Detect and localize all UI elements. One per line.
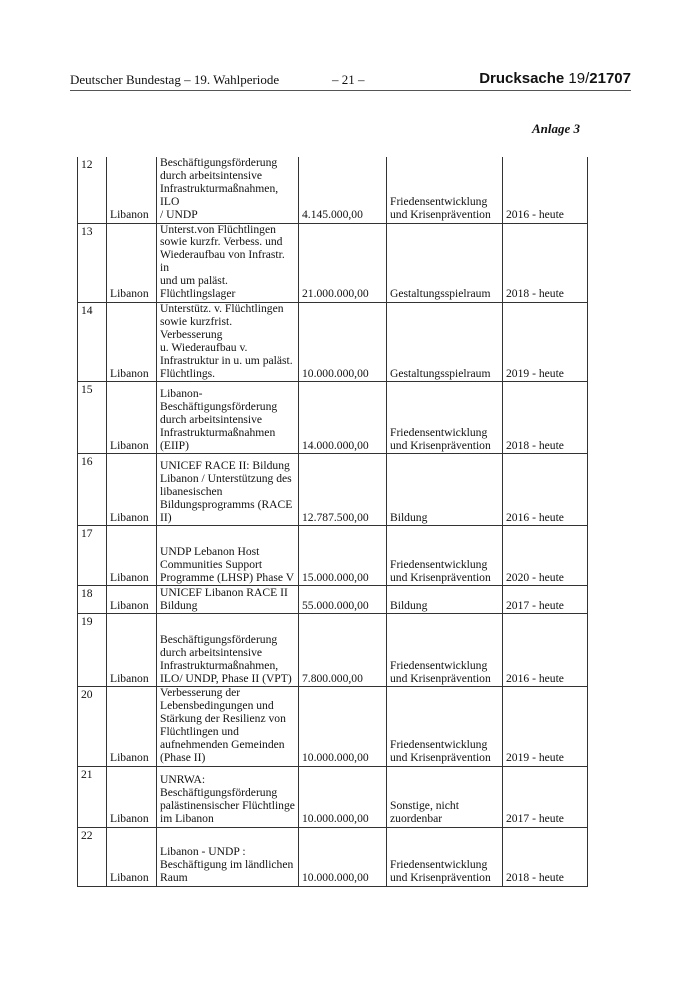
amount-cell: 10.000.000,00: [298, 826, 387, 887]
table-row: 19 Libanon Beschäftigungsförderung durch a…: [77, 613, 588, 688]
amount-cell: 10.000.000,00: [298, 301, 387, 383]
table-row: 13 Libanon Unterst.von Flüchtlingen sowie …: [77, 222, 588, 303]
country-cell: Libanon: [106, 765, 157, 828]
project-title-cell: Libanon - UNDP : Beschäftigung im ländli…: [156, 826, 299, 887]
row-number: 15: [77, 381, 107, 455]
period-cell: 2018 - heute: [502, 381, 588, 455]
amount-cell: 21.000.000,00: [298, 222, 387, 303]
project-title-cell: Beschäftigungsförderung durch arbeitsint…: [156, 157, 299, 224]
row-number: 16: [77, 453, 107, 527]
table-row: 15 Libanon Libanon- Beschäftigungsförderun…: [77, 381, 588, 455]
country-cell: Libanon: [106, 381, 157, 455]
table-row: 14 Libanon Unterstütz. v. Flüchtlingen sow…: [77, 301, 588, 383]
row-number: 13: [77, 222, 107, 303]
period-cell: 2019 - heute: [502, 686, 588, 767]
page-header: Deutscher Bundestag – 19. Wahlperiode – …: [70, 70, 631, 91]
row-number: 19: [77, 613, 107, 688]
country-cell: Libanon: [106, 301, 157, 383]
category-cell: Gestaltungsspielraum: [386, 301, 503, 383]
category-cell: Friedensentwicklung und Krisenprävention: [386, 525, 503, 587]
country-cell: Libanon: [106, 222, 157, 303]
period-cell: 2016 - heute: [502, 453, 588, 527]
row-number: 22: [77, 826, 107, 887]
table-row: 22 Libanon Libanon - UNDP : Beschäftigung …: [77, 826, 588, 887]
page-number: – 21 –: [332, 72, 365, 87]
project-title-cell: UNDP Lebanon Host Communities Support Pr…: [156, 525, 299, 587]
row-number: 14: [77, 301, 107, 383]
country-cell: Libanon: [106, 585, 157, 615]
amount-cell: 10.000.000,00: [298, 686, 387, 767]
project-title-cell: UNICEF Libanon RACE II Bildung: [156, 585, 299, 615]
table-row: 16 Libanon UNICEF RACE II: Bildung Libanon…: [77, 453, 588, 527]
table-row: 12 Libanon Beschäftigungsförderung durch a…: [77, 157, 588, 224]
period-cell: 2018 - heute: [502, 826, 588, 887]
project-title-cell: UNICEF RACE II: Bildung Libanon / Unters…: [156, 453, 299, 527]
period-cell: 2016 - heute: [502, 157, 588, 224]
category-cell: Gestaltungsspielraum: [386, 222, 503, 303]
row-number: 21: [77, 765, 107, 828]
country-cell: Libanon: [106, 525, 157, 587]
annex-label: Anlage 3: [531, 121, 580, 136]
row-number: 12: [77, 157, 107, 224]
country-cell: Libanon: [106, 453, 157, 527]
period-cell: 2018 - heute: [502, 222, 588, 303]
period-cell: 2016 - heute: [502, 613, 588, 688]
amount-cell: 10.000.000,00: [298, 765, 387, 828]
project-title-cell: Unterst.von Flüchtlingen sowie kurzfr. V…: [156, 222, 299, 303]
period-cell: 2019 - heute: [502, 301, 588, 383]
period-cell: 2017 - heute: [502, 585, 588, 615]
category-cell: Bildung: [386, 453, 503, 527]
project-title-cell: UNRWA: Beschäftigungsförderung palästine…: [156, 765, 299, 828]
category-cell: Sonstige, nicht zuordenbar: [386, 765, 503, 828]
amount-cell: 4.145.000,00: [298, 157, 387, 224]
category-cell: Friedensentwicklung und Krisenprävention: [386, 826, 503, 887]
amount-cell: 12.787.500,00: [298, 453, 387, 527]
country-cell: Libanon: [106, 826, 157, 887]
amount-cell: 14.000.000,00: [298, 381, 387, 455]
amount-cell: 55.000.000,00: [298, 585, 387, 615]
parliament-label: Deutscher Bundestag – 19. Wahlperiode: [70, 72, 280, 87]
country-cell: Libanon: [106, 157, 157, 224]
row-number: 20: [77, 686, 107, 767]
row-number: 17: [77, 525, 107, 587]
row-number: 18: [77, 585, 107, 615]
country-cell: Libanon: [106, 613, 157, 688]
period-cell: 2020 - heute: [502, 525, 588, 587]
table-row: 20 Libanon Verbesserung der Lebensbedingun…: [77, 686, 588, 767]
project-title-cell: Unterstütz. v. Flüchtlingen sowie kurzfr…: [156, 301, 299, 383]
projects-table: 12 Libanon Beschäftigungsförderung durch a…: [77, 157, 588, 887]
category-cell: Friedensentwicklung und Krisenprävention: [386, 686, 503, 767]
amount-cell: 7.800.000,00: [298, 613, 387, 688]
table-row: 18 Libanon UNICEF Libanon RACE II Bildung 5…: [77, 585, 588, 615]
category-cell: Bildung: [386, 585, 503, 615]
amount-cell: 15.000.000,00: [298, 525, 387, 587]
project-title-cell: Libanon- Beschäftigungsförderung durch a…: [156, 381, 299, 455]
project-title-cell: Beschäftigungsförderung durch arbeitsint…: [156, 613, 299, 688]
document-number: Drucksache 19/21707: [479, 70, 631, 87]
category-cell: Friedensentwicklung und Krisenprävention: [386, 157, 503, 224]
period-cell: 2017 - heute: [502, 765, 588, 828]
category-cell: Friedensentwicklung und Krisenprävention: [386, 381, 503, 455]
table-row: 17 Libanon UNDP Lebanon Host Communities S…: [77, 525, 588, 587]
category-cell: Friedensentwicklung und Krisenprävention: [386, 613, 503, 688]
project-title-cell: Verbesserung der Lebensbedingungen und S…: [156, 686, 299, 767]
table-row: 21 Libanon UNRWA: Beschäftigungsförderung …: [77, 765, 588, 828]
country-cell: Libanon: [106, 686, 157, 767]
